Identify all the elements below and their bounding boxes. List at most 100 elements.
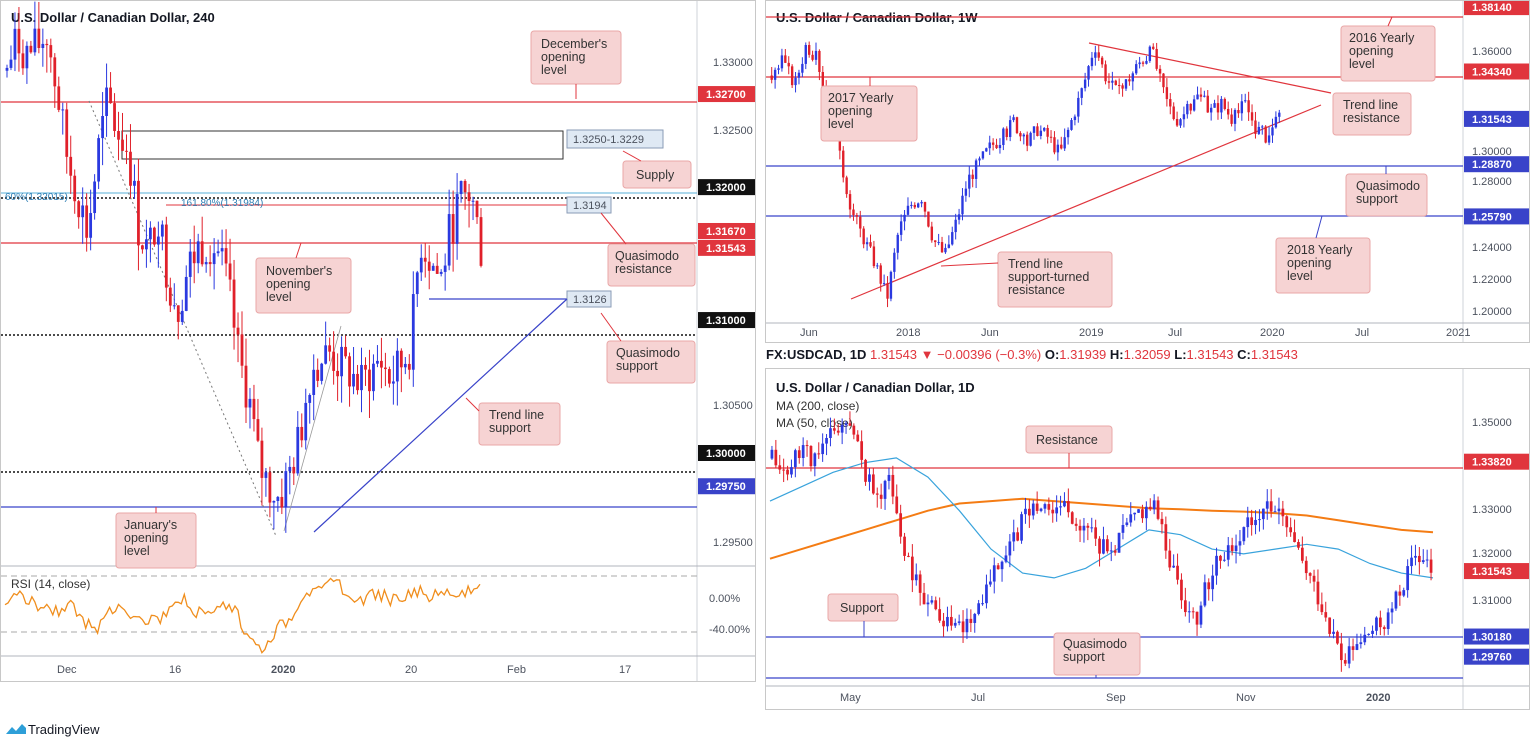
candle-body — [940, 242, 944, 253]
price-label-box — [1464, 208, 1529, 225]
ma200-legend: MA (200, close) — [776, 399, 859, 413]
candles-1w — [770, 41, 1281, 308]
candle-body — [1343, 660, 1347, 664]
candle-body — [907, 555, 910, 557]
candle-body — [348, 356, 351, 387]
svg-text:Jun: Jun — [981, 327, 999, 339]
candle-body — [793, 450, 797, 468]
candle-body — [1004, 555, 1008, 562]
candle-body — [938, 609, 942, 621]
usdcad-weekly-chart[interactable]: U.S. Dollar / Canadian Dollar, 1W 2016 Y… — [765, 0, 1530, 343]
candle-body — [184, 276, 188, 311]
price-labels-1w: 1.38140 1.34340 1.31543 1.28870 1.25790 — [1464, 1, 1529, 225]
candle-body — [1156, 500, 1160, 519]
candle-body — [1267, 135, 1271, 143]
candle-body — [467, 192, 471, 202]
candle-body — [1206, 95, 1209, 113]
candle-body — [1230, 114, 1233, 124]
candle-body — [1066, 501, 1070, 513]
candle-body — [1378, 617, 1382, 628]
candle-body — [961, 195, 964, 215]
candle-body — [1087, 66, 1090, 80]
candle-body — [1056, 144, 1060, 153]
candle-body — [922, 592, 926, 605]
candle-body — [407, 363, 411, 370]
tradingview-logo[interactable]: TradingView — [4, 719, 100, 739]
candle-body — [220, 248, 224, 252]
high-value: 1.32059 — [1123, 347, 1171, 362]
callout-resistance-1d: Resistance — [1025, 425, 1113, 468]
candle-body — [117, 130, 120, 140]
candle-body — [1187, 611, 1191, 613]
candle-body — [1027, 508, 1031, 516]
candle-body — [920, 202, 923, 204]
chart-1w-svg[interactable]: U.S. Dollar / Canadian Dollar, 1W 2016 Y… — [766, 1, 1530, 343]
price-label-box — [1464, 628, 1529, 645]
candle-body — [1128, 79, 1131, 82]
candle-body — [188, 251, 192, 277]
candle-body — [292, 466, 296, 474]
candle-body — [1055, 507, 1059, 514]
candle-body — [1264, 126, 1267, 143]
usdcad-daily-chart[interactable]: U.S. Dollar / Canadian Dollar, 1D MA (20… — [765, 368, 1530, 710]
candle-body — [125, 150, 128, 152]
candle-body — [1148, 46, 1152, 61]
last-price: 1.31543 — [870, 347, 918, 362]
price-label-text: 1.32000 — [706, 182, 746, 194]
candle-body — [208, 262, 212, 265]
candle-body — [859, 216, 862, 229]
svg-text:1.20000: 1.20000 — [1472, 306, 1512, 318]
price-label-box — [698, 445, 755, 461]
candle-body — [1215, 555, 1218, 576]
close-label: C: — [1237, 347, 1251, 362]
candle-body — [774, 449, 778, 466]
trend-line-support-turned-resistance — [850, 104, 1322, 300]
candle-body — [1242, 527, 1246, 542]
candle-body — [1047, 504, 1051, 510]
candle-body — [1059, 506, 1062, 508]
candle-body — [1008, 541, 1012, 556]
svg-text:2020: 2020 — [1366, 692, 1390, 704]
x-axis-4h: Dec 16 2020 20 Feb 17 — [57, 664, 631, 676]
candle-body — [1060, 144, 1063, 149]
candle-body — [1129, 514, 1133, 523]
candle-body — [1265, 501, 1269, 509]
price-label-text: 1.31670 — [706, 226, 746, 238]
candle-body — [1258, 519, 1261, 521]
svg-text:20: 20 — [405, 664, 417, 676]
candle-body — [954, 219, 957, 233]
candle-body — [1351, 646, 1355, 650]
usdcad-4h-chart[interactable]: U.S. Dollar / Canadian Dollar, 240 1.325… — [0, 0, 756, 682]
candle-body — [296, 426, 300, 474]
candle-body — [368, 369, 371, 392]
candle-body — [1271, 127, 1274, 136]
candle-body — [895, 496, 899, 514]
candle-body — [770, 449, 774, 459]
candle-body — [1244, 100, 1247, 102]
candle-body — [1406, 566, 1410, 591]
candle-body — [947, 244, 951, 248]
price-label-box — [698, 312, 755, 329]
candle-body — [780, 55, 784, 69]
candle-body — [1098, 538, 1101, 554]
candle-body — [1328, 617, 1332, 634]
candle-body — [471, 200, 475, 202]
candle-body — [479, 217, 483, 266]
candle-body — [862, 228, 865, 245]
candle-body — [49, 45, 53, 58]
svg-text:Jul: Jul — [1355, 327, 1369, 339]
candle-body — [1355, 644, 1359, 650]
candle-body — [1031, 503, 1035, 516]
candle-body — [69, 156, 73, 176]
chart-4h-svg[interactable]: U.S. Dollar / Canadian Dollar, 240 1.325… — [1, 1, 756, 682]
candle-body — [1261, 126, 1264, 128]
candle-body — [1289, 527, 1293, 533]
svg-text:1.24000: 1.24000 — [1472, 242, 1512, 254]
chart-1d-svg[interactable]: U.S. Dollar / Canadian Dollar, 1D MA (20… — [766, 369, 1530, 710]
candle-body — [1080, 88, 1083, 98]
candle-body — [1102, 539, 1105, 554]
price-label-text: 1.33820 — [1472, 457, 1512, 469]
price-label-box — [698, 239, 755, 256]
callout-qm-support: Quasimodo support — [600, 312, 696, 384]
candle-body — [1005, 128, 1008, 138]
